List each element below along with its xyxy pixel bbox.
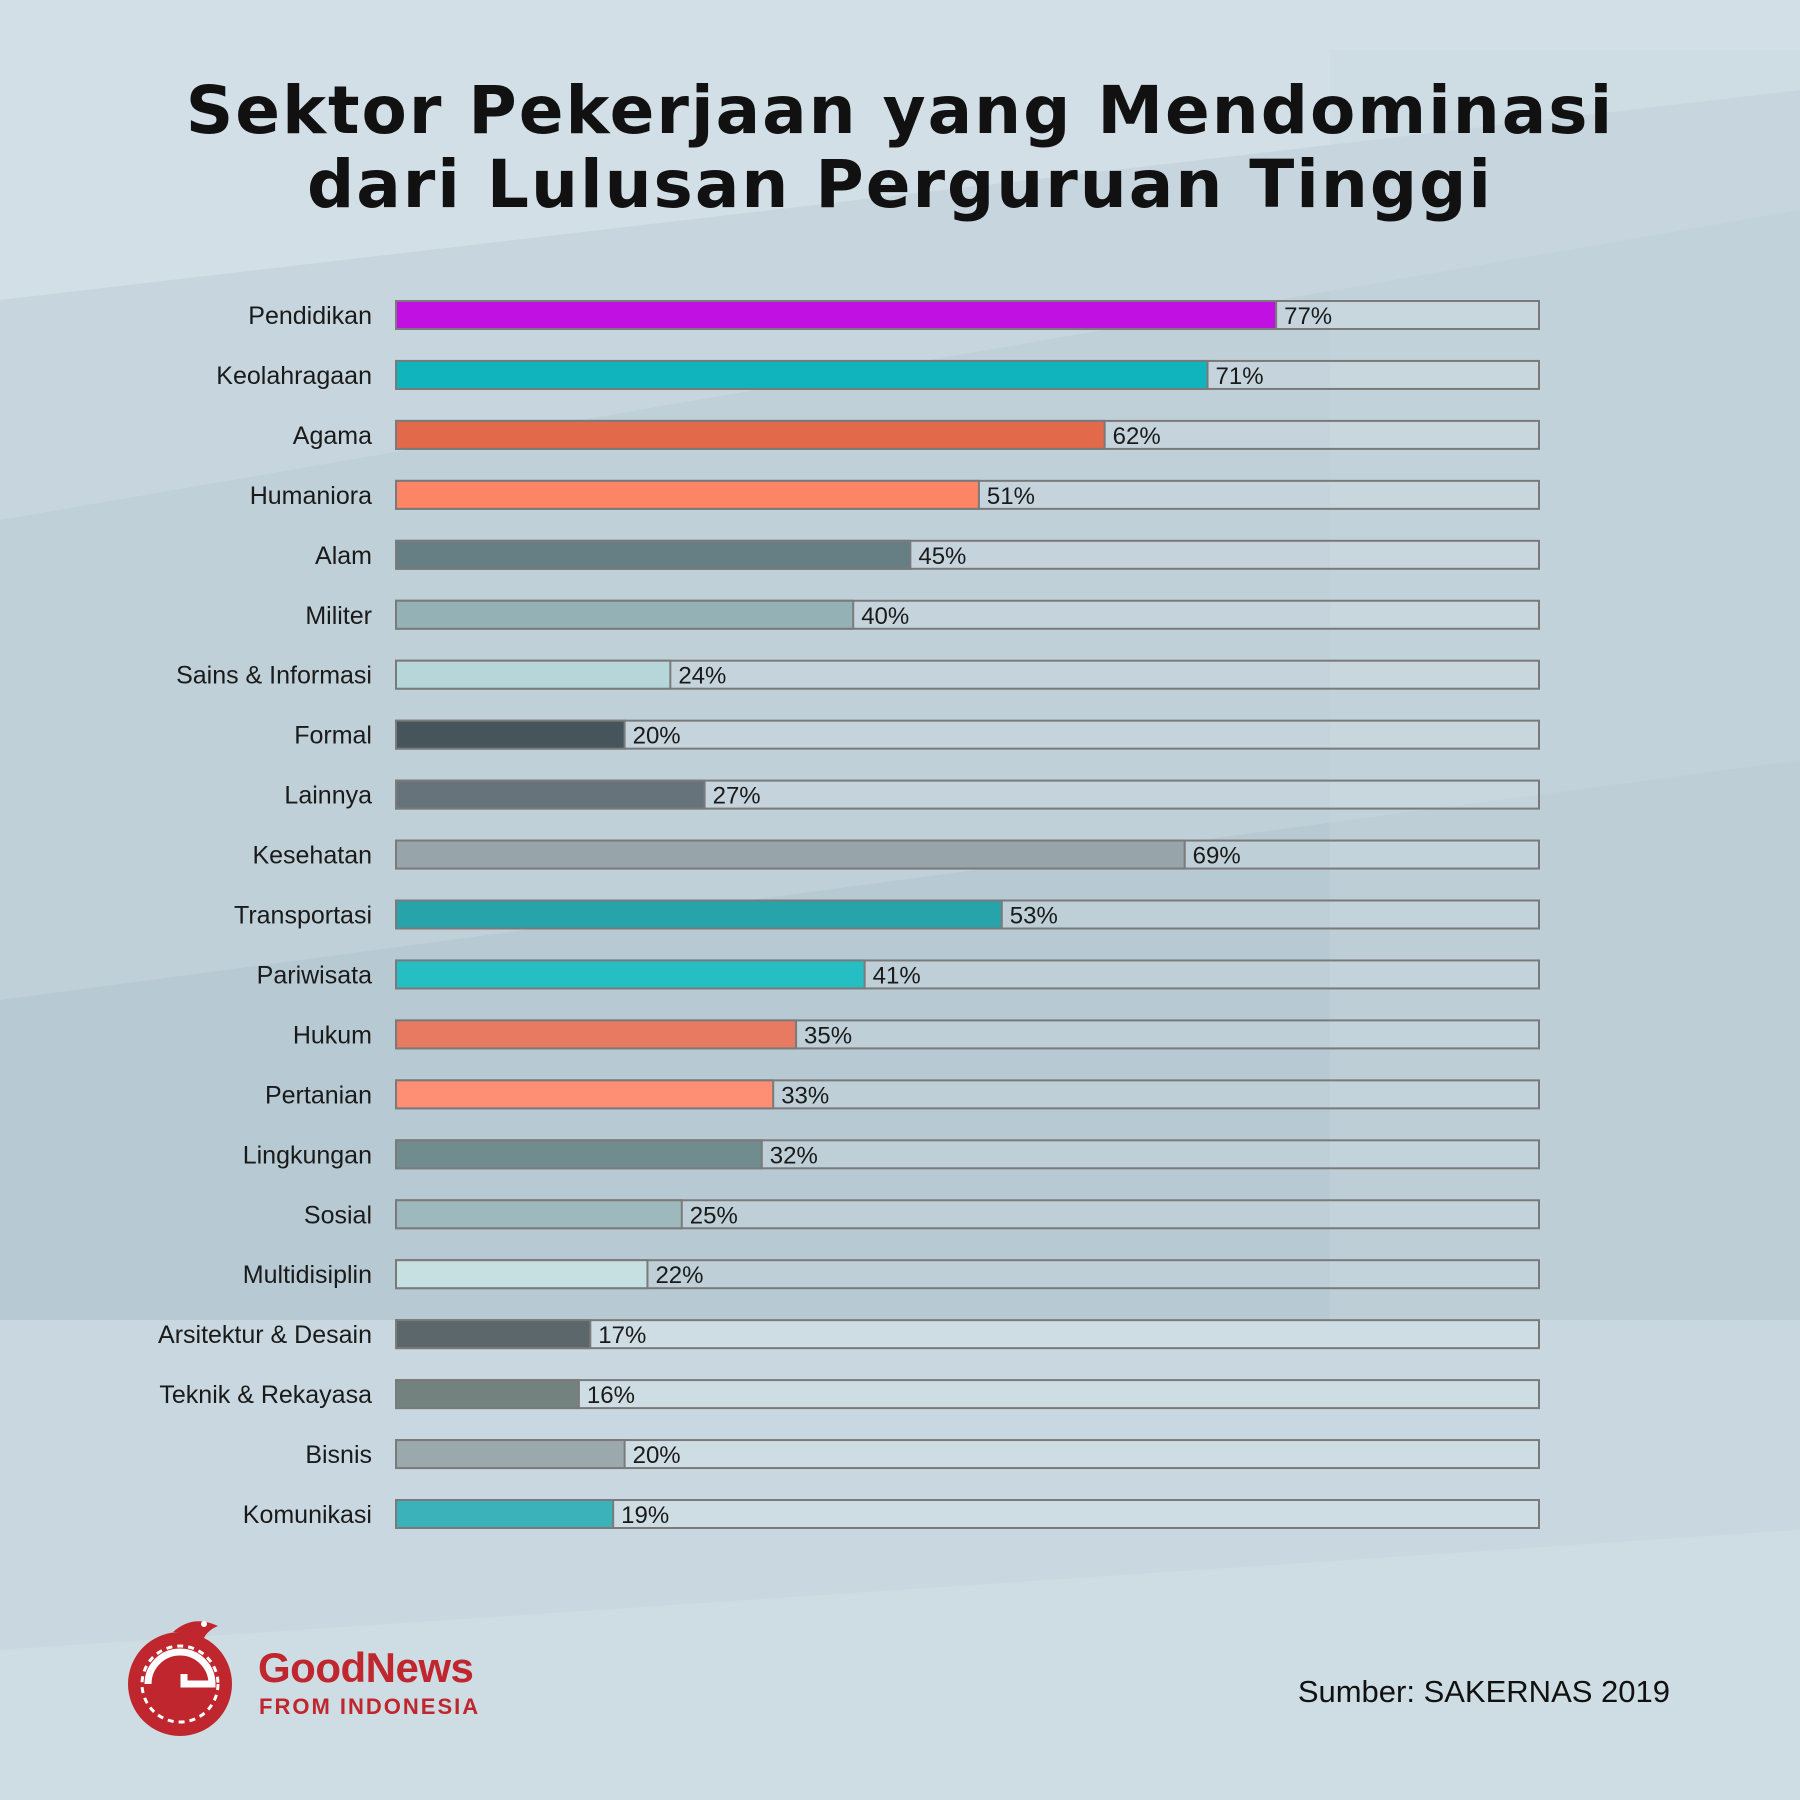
value-label: 20% <box>633 1442 681 1469</box>
bar <box>395 599 855 630</box>
logo: GoodNews FROM INDONESIA <box>118 1612 518 1752</box>
category-label: Pendidikan <box>248 302 372 330</box>
category-label: Humaniora <box>250 482 372 510</box>
value-label: 22% <box>655 1262 703 1289</box>
value-label: 53% <box>1010 903 1058 930</box>
value-label: 51% <box>987 483 1035 510</box>
value-label: 62% <box>1113 423 1161 450</box>
category-label: Sains & Informasi <box>176 662 372 690</box>
value-label: 71% <box>1216 363 1264 390</box>
bar <box>395 300 1278 330</box>
bar <box>395 479 980 510</box>
value-label: 45% <box>918 543 966 570</box>
category-label: Bisnis <box>305 1441 372 1469</box>
bar <box>395 1139 763 1170</box>
value-label: 25% <box>690 1202 738 1229</box>
category-label: Teknik & Rekayasa <box>159 1381 372 1409</box>
category-label: Pariwisata <box>257 961 372 989</box>
category-label: Multidisiplin <box>243 1261 372 1289</box>
value-label: 19% <box>621 1502 669 1529</box>
bar <box>395 1319 592 1350</box>
bar <box>395 1019 798 1050</box>
bar <box>395 719 626 750</box>
garuda-logo-icon <box>128 1621 232 1736</box>
category-label: Transportasi <box>234 902 372 930</box>
value-label: 32% <box>770 1142 818 1169</box>
value-label: 35% <box>804 1022 852 1049</box>
logo-subtitle: FROM INDONESIA <box>259 1694 481 1719</box>
bar <box>395 359 1209 390</box>
category-label: Komunikasi <box>243 1501 372 1529</box>
value-label: 16% <box>587 1382 635 1409</box>
category-label: Keolahragaan <box>216 362 372 390</box>
value-label: 20% <box>633 723 681 750</box>
bar <box>395 1439 626 1470</box>
value-label: 17% <box>598 1322 646 1349</box>
category-label: Lainnya <box>284 782 372 810</box>
value-label: 41% <box>873 962 921 989</box>
logo-name: GoodNews <box>258 1644 474 1691</box>
bar-track <box>395 1379 1540 1410</box>
bar <box>395 959 866 990</box>
category-label: Pertanian <box>265 1081 372 1109</box>
title-line-1: Sektor Pekerjaan yang Mendominasi <box>185 72 1615 149</box>
category-label: Militer <box>305 602 372 630</box>
category-label: Lingkungan <box>243 1141 372 1169</box>
title-line-2: dari Lulusan Perguruan Tinggi <box>306 146 1494 223</box>
bar <box>395 1079 775 1110</box>
category-label: Formal <box>294 722 372 750</box>
value-label: 24% <box>678 663 726 690</box>
category-label: Alam <box>315 542 372 570</box>
bar <box>395 1499 615 1529</box>
bar <box>395 659 672 690</box>
bar <box>395 1199 683 1230</box>
bar <box>395 419 1106 450</box>
value-label: 69% <box>1193 843 1241 870</box>
category-label: Hukum <box>293 1021 372 1049</box>
value-label: 27% <box>713 783 761 810</box>
source-note: Sumber: SAKERNAS 2019 <box>1297 1674 1670 1709</box>
bar <box>395 539 912 570</box>
bar <box>395 1259 649 1290</box>
category-label: Arsitektur & Desain <box>158 1321 372 1349</box>
value-label: 77% <box>1284 303 1332 330</box>
page-title: Sektor Pekerjaan yang Mendominasi dari L… <box>0 74 1800 222</box>
bar <box>395 779 706 810</box>
category-label: Sosial <box>304 1201 372 1229</box>
value-label: 33% <box>781 1082 829 1109</box>
category-label: Kesehatan <box>252 842 372 870</box>
value-label: 40% <box>861 603 909 630</box>
bar <box>395 899 1003 930</box>
category-label: Agama <box>293 422 372 450</box>
bar <box>395 839 1186 870</box>
bar <box>395 1379 580 1410</box>
